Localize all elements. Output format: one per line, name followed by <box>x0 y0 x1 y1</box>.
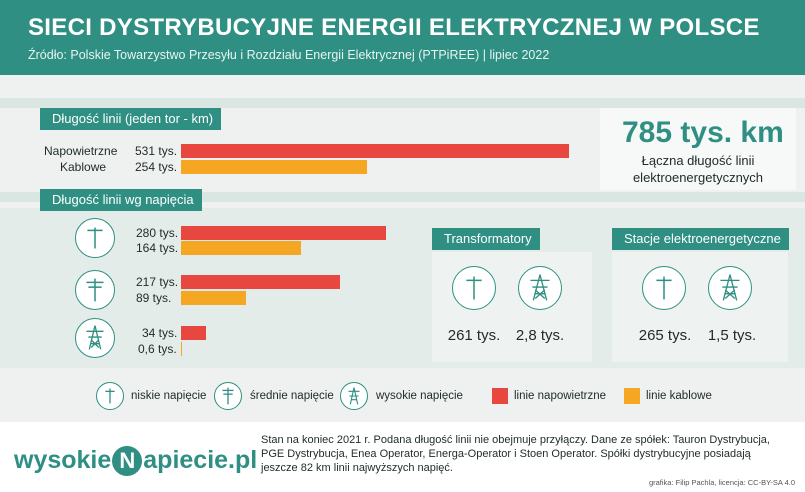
section-label-by-voltage: Długość linii wg napięcia <box>40 189 202 211</box>
legend-overhead: linie napowietrzne <box>514 390 607 402</box>
transformer-low-voltage-icon <box>452 266 496 310</box>
legend-high-voltage: wysokie napięcie <box>376 390 463 402</box>
logo-text-right: apiecie.pl <box>143 446 258 474</box>
legend-cable: linie kablowe <box>646 390 712 402</box>
value-label-cable: 254 tys. <box>135 160 178 174</box>
logo-n-badge: N <box>112 446 143 477</box>
transformers-high-value: 2,8 tys. <box>515 327 565 344</box>
transformer-high-voltage-icon <box>518 266 562 310</box>
stations-high-value: 1,5 tys. <box>707 327 757 344</box>
legend-medium-voltage-icon <box>214 382 242 410</box>
station-low-voltage-icon <box>642 266 686 310</box>
value-label-overhead: 531 tys. <box>135 144 178 158</box>
section-label-line-length: Długość linii (jeden tor - km) <box>40 108 222 130</box>
footer-credit: grafika: Filip Pachla, licencja: CC-BY-S… <box>648 478 795 487</box>
legend-overhead-swatch <box>492 388 508 404</box>
background-band <box>0 192 805 202</box>
bar-overhead-total <box>181 144 569 158</box>
category-overhead: Napowietrzne <box>44 144 118 158</box>
legend-medium-voltage: średnie napięcie <box>250 390 334 402</box>
value-label-low-cable: 164 tys. <box>136 241 179 255</box>
total-length-value: 785 tys. km <box>622 116 784 149</box>
category-cable: Kablowe <box>60 160 107 174</box>
section-label-transformers: Transformatory <box>432 228 540 250</box>
page-title: SIECI DYSTRYBUCYJNE ENERGII ELEKTRYCZNEJ… <box>28 14 760 41</box>
transformers-low-value: 261 tys. <box>447 327 501 344</box>
station-high-voltage-icon <box>708 266 752 310</box>
legend-high-voltage-icon <box>340 382 368 410</box>
value-label-medium-cable: 89 tys. <box>136 291 172 305</box>
legend-low-voltage-icon <box>96 382 124 410</box>
bar-high-cable <box>181 342 182 356</box>
value-label-high-cable: 0,6 tys. <box>138 342 177 356</box>
legend-low-voltage: niskie napięcie <box>131 390 207 402</box>
bar-high-overhead <box>181 326 206 340</box>
value-label-medium-overhead: 217 tys. <box>136 275 179 289</box>
total-length-caption: Łączna długość linii elektroenergetyczny… <box>632 153 764 185</box>
total-card <box>600 108 796 190</box>
legend-cable-swatch <box>624 388 640 404</box>
stations-low-value: 265 tys. <box>638 327 692 344</box>
logo-text-left: wysokie <box>14 446 112 474</box>
section-label-stations: Stacje elektroenergetyczne <box>612 228 789 250</box>
medium-voltage-pole-icon <box>75 270 115 310</box>
bar-medium-cable <box>181 291 247 305</box>
high-voltage-tower-icon <box>75 318 115 358</box>
bar-low-overhead <box>181 226 386 240</box>
bar-low-cable <box>181 241 301 255</box>
value-label-low-overhead: 280 tys. <box>136 226 179 240</box>
bar-medium-overhead <box>181 275 340 289</box>
value-label-high-overhead: 34 tys. <box>142 326 178 340</box>
page-subtitle: Źródło: Polskie Towarzystwo Przesyłu i R… <box>28 48 550 62</box>
low-voltage-pole-icon <box>75 218 115 258</box>
header: SIECI DYSTRYBUCYJNE ENERGII ELEKTRYCZNEJ… <box>0 0 805 75</box>
footer-note: Stan na koniec 2021 r. Podana długość li… <box>261 434 770 474</box>
background-band <box>0 98 805 108</box>
bar-cable-total <box>181 160 367 174</box>
stations-panel <box>612 252 788 362</box>
